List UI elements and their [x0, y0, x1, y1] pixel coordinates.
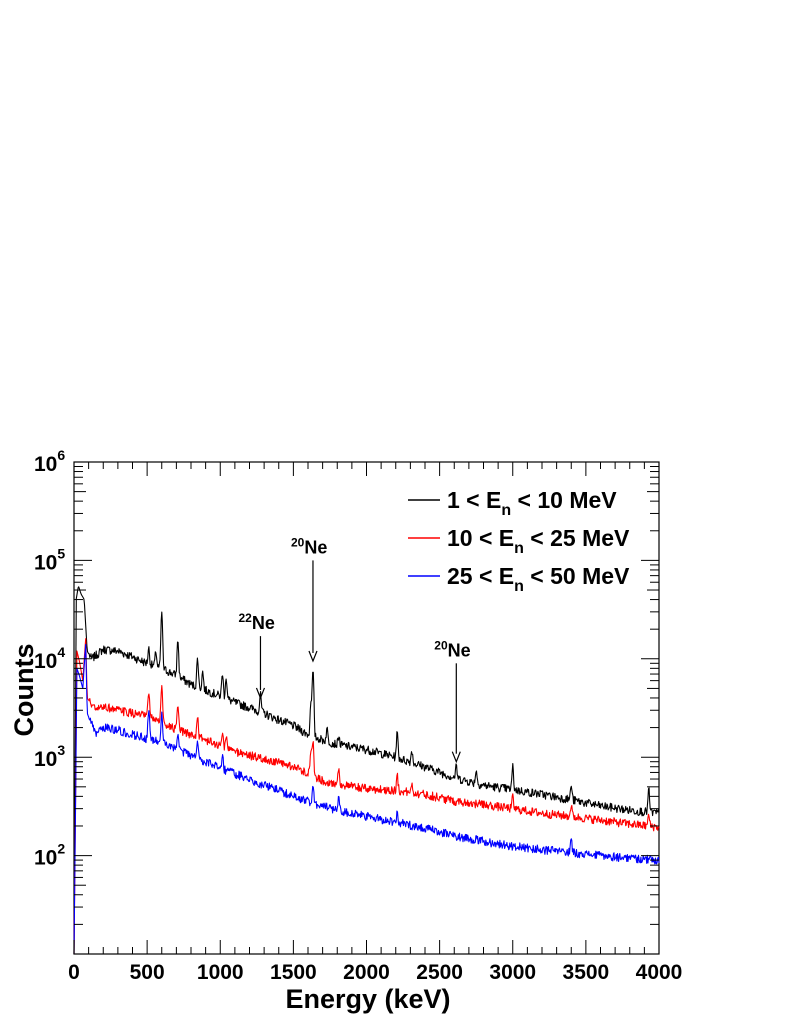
- x-tick-label: 1000: [197, 961, 244, 984]
- legend-entry-label: 25 < En < 50 MeV: [447, 563, 630, 595]
- x-tick-label: 500: [130, 961, 165, 984]
- peak-arrowhead: [308, 650, 318, 663]
- x-tick-label: 1500: [270, 961, 317, 984]
- x-tick-label: 3500: [563, 961, 610, 984]
- peak-label: 20Ne: [291, 535, 327, 557]
- y-tick-label: 106: [34, 447, 65, 476]
- legend-entry-label: 1 < En < 10 MeV: [447, 487, 617, 519]
- y-tick-label: 103: [34, 742, 65, 771]
- x-tick-label: 2500: [416, 961, 463, 984]
- x-axis-label: Energy (keV): [285, 984, 450, 1014]
- peak-arrowhead: [255, 687, 266, 700]
- series-line: [73, 643, 660, 955]
- series-line: [73, 638, 660, 955]
- legend-entry-label: 10 < En < 25 MeV: [447, 525, 630, 557]
- y-axis-label: Counts: [9, 644, 39, 737]
- x-tick-label: 3000: [489, 961, 536, 984]
- peak-label: 20Ne: [434, 638, 470, 660]
- x-tick-label: 2000: [343, 961, 390, 984]
- x-tick-label: 4000: [636, 961, 683, 984]
- y-tick-label: 102: [34, 841, 65, 870]
- y-tick-label: 105: [34, 545, 65, 574]
- peak-label: 22Ne: [238, 611, 274, 633]
- x-tick-label: 0: [68, 961, 80, 984]
- series-line: [73, 586, 660, 955]
- peak-arrowhead: [451, 751, 461, 764]
- y-tick-label: 104: [34, 644, 65, 673]
